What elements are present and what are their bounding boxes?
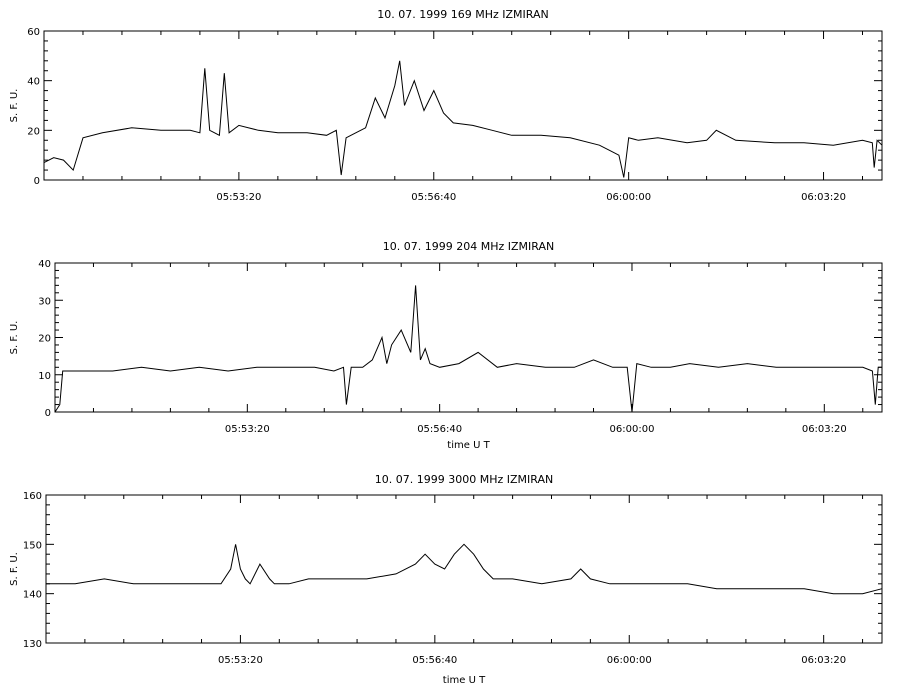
y-axis-label: S. F. U. (9, 321, 20, 355)
x-tick-label: 05:53:20 (218, 655, 263, 666)
y-tick-label: 40 (27, 77, 40, 88)
y-tick-label: 10 (38, 371, 51, 382)
panel-169mhz: 10. 07. 1999 169 MHz IZMIRAN S. F. U. 0 20 4… (9, 8, 883, 203)
panel-3000mhz: 10. 07. 1999 3000 MHz IZMIRAN S. F. U. tim… (9, 473, 883, 686)
x-axis-label: time U T (443, 675, 486, 686)
y-tick-label: 160 (23, 491, 42, 502)
x-tick-label: 06:03:20 (802, 424, 847, 435)
panel-204mhz: 10. 07. 1999 204 MHz IZMIRAN S. F. U. time… (9, 240, 883, 451)
x-tick-label: 05:53:20 (225, 424, 270, 435)
series-line (54, 285, 882, 413)
y-axis-label: S. F. U. (9, 552, 20, 586)
x-axis-label: time U T (447, 440, 490, 451)
series-line (43, 60, 883, 178)
series-line (46, 543, 883, 595)
y-tick-label: 130 (23, 639, 42, 650)
x-tick-label: 06:00:00 (607, 655, 652, 666)
x-tick-label: 05:56:40 (411, 192, 456, 203)
x-tick-label: 05:53:20 (216, 192, 261, 203)
x-tick-label: 06:00:00 (606, 192, 651, 203)
chart-title: 10. 07. 1999 204 MHz IZMIRAN (383, 240, 554, 253)
y-tick-label: 60 (27, 27, 40, 38)
chart-title: 10. 07. 1999 3000 MHz IZMIRAN (375, 473, 553, 486)
x-tick-label: 05:56:40 (417, 424, 462, 435)
x-tick-label: 06:03:20 (801, 192, 846, 203)
y-tick-label: 20 (27, 126, 40, 137)
x-tick-label: 06:00:00 (610, 424, 655, 435)
x-tick-label: 05:56:40 (412, 655, 457, 666)
y-tick-label: 0 (34, 176, 40, 187)
y-tick-label: 30 (38, 296, 51, 307)
y-axis-label: S. F. U. (9, 89, 20, 123)
y-tick-label: 0 (45, 408, 51, 419)
y-tick-label: 140 (23, 590, 42, 601)
chart-title: 10. 07. 1999 169 MHz IZMIRAN (377, 8, 548, 21)
y-tick-label: 150 (23, 540, 42, 551)
axes-box (43, 30, 883, 181)
axes-box (54, 262, 883, 413)
y-tick-label: 20 (38, 334, 51, 345)
x-tick-label: 06:03:20 (801, 655, 846, 666)
y-tick-label: 40 (38, 259, 51, 270)
axes-box (45, 494, 883, 644)
